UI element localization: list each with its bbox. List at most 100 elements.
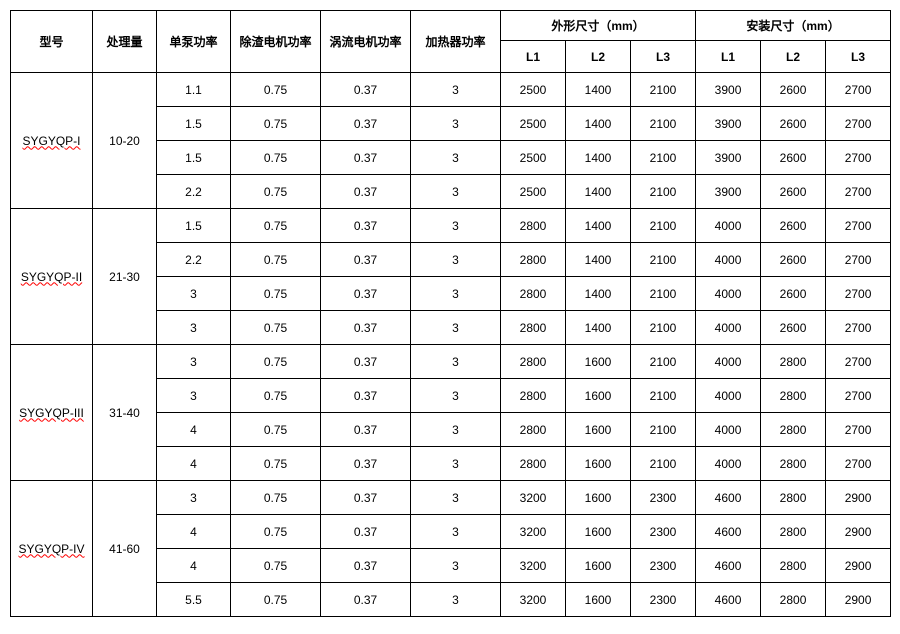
cell-outer-l1: 2500: [501, 73, 566, 107]
cell-outer-l1: 2800: [501, 379, 566, 413]
cell-slag: 0.75: [231, 107, 321, 141]
cell-pump: 1.5: [157, 107, 231, 141]
cell-heater: 3: [411, 141, 501, 175]
cell-pump: 2.2: [157, 175, 231, 209]
cell-heater: 3: [411, 209, 501, 243]
cell-outer-l3: 2100: [631, 311, 696, 345]
col-outer-l3: L3: [631, 41, 696, 73]
cell-slag: 0.75: [231, 413, 321, 447]
table-row: SYGYQP-IV41-6030.750.3733200160023004600…: [11, 481, 891, 515]
cell-install-l3: 2700: [826, 243, 891, 277]
cell-outer-l3: 2100: [631, 345, 696, 379]
cell-install-l2: 2600: [761, 311, 826, 345]
cell-install-l2: 2800: [761, 515, 826, 549]
cell-slag: 0.75: [231, 583, 321, 617]
cell-install-l3: 2900: [826, 583, 891, 617]
cell-pump: 1.5: [157, 209, 231, 243]
cell-capacity: 31-40: [93, 345, 157, 481]
cell-outer-l2: 1600: [566, 549, 631, 583]
cell-outer-l1: 2800: [501, 311, 566, 345]
cell-install-l2: 2800: [761, 379, 826, 413]
cell-install-l2: 2800: [761, 413, 826, 447]
cell-install-l2: 2600: [761, 73, 826, 107]
cell-install-l3: 2900: [826, 515, 891, 549]
table-body: SYGYQP-I10-201.10.750.373250014002100390…: [11, 73, 891, 617]
cell-pump: 1.5: [157, 141, 231, 175]
cell-pump: 2.2: [157, 243, 231, 277]
cell-install-l1: 4600: [696, 583, 761, 617]
cell-outer-l1: 2500: [501, 141, 566, 175]
cell-heater: 3: [411, 379, 501, 413]
cell-slag: 0.75: [231, 243, 321, 277]
cell-vortex: 0.37: [321, 73, 411, 107]
cell-install-l3: 2700: [826, 413, 891, 447]
cell-heater: 3: [411, 583, 501, 617]
cell-capacity: 41-60: [93, 481, 157, 617]
model-text: SYGYQP-II: [21, 270, 82, 284]
cell-install-l1: 4000: [696, 209, 761, 243]
cell-outer-l2: 1400: [566, 175, 631, 209]
cell-install-l3: 2700: [826, 175, 891, 209]
cell-install-l3: 2700: [826, 73, 891, 107]
cell-pump: 3: [157, 311, 231, 345]
cell-install-l2: 2600: [761, 175, 826, 209]
cell-model: SYGYQP-II: [11, 209, 93, 345]
cell-outer-l2: 1400: [566, 141, 631, 175]
cell-outer-l2: 1400: [566, 311, 631, 345]
cell-install-l1: 4000: [696, 413, 761, 447]
cell-vortex: 0.37: [321, 447, 411, 481]
col-install-l2: L2: [761, 41, 826, 73]
cell-heater: 3: [411, 311, 501, 345]
cell-install-l3: 2700: [826, 209, 891, 243]
col-outer: 外形尺寸（mm）: [501, 11, 696, 41]
cell-pump: 4: [157, 549, 231, 583]
cell-heater: 3: [411, 549, 501, 583]
cell-outer-l3: 2100: [631, 175, 696, 209]
cell-install-l1: 4000: [696, 379, 761, 413]
cell-install-l1: 4000: [696, 345, 761, 379]
cell-outer-l3: 2300: [631, 515, 696, 549]
cell-pump: 5.5: [157, 583, 231, 617]
table-row: SYGYQP-II21-301.50.750.37328001400210040…: [11, 209, 891, 243]
cell-outer-l1: 2500: [501, 107, 566, 141]
cell-install-l3: 2700: [826, 345, 891, 379]
cell-model: SYGYQP-I: [11, 73, 93, 209]
cell-install-l2: 2800: [761, 345, 826, 379]
cell-vortex: 0.37: [321, 243, 411, 277]
model-text: SYGYQP-IV: [18, 542, 84, 556]
cell-heater: 3: [411, 243, 501, 277]
cell-outer-l1: 2800: [501, 413, 566, 447]
cell-vortex: 0.37: [321, 311, 411, 345]
cell-install-l1: 3900: [696, 73, 761, 107]
spec-table: 型号 处理量 单泵功率 除渣电机功率 涡流电机功率 加热器功率 外形尺寸（mm）…: [10, 10, 891, 617]
cell-heater: 3: [411, 107, 501, 141]
col-slag: 除渣电机功率: [231, 11, 321, 73]
cell-heater: 3: [411, 515, 501, 549]
col-install: 安装尺寸（mm）: [696, 11, 891, 41]
cell-install-l1: 4600: [696, 549, 761, 583]
cell-outer-l1: 3200: [501, 549, 566, 583]
cell-pump: 4: [157, 413, 231, 447]
cell-outer-l3: 2100: [631, 243, 696, 277]
cell-vortex: 0.37: [321, 549, 411, 583]
cell-model: SYGYQP-III: [11, 345, 93, 481]
cell-pump: 4: [157, 447, 231, 481]
cell-slag: 0.75: [231, 277, 321, 311]
cell-heater: 3: [411, 73, 501, 107]
cell-install-l1: 3900: [696, 107, 761, 141]
cell-vortex: 0.37: [321, 107, 411, 141]
cell-outer-l1: 2800: [501, 447, 566, 481]
cell-vortex: 0.37: [321, 175, 411, 209]
cell-slag: 0.75: [231, 515, 321, 549]
cell-capacity: 21-30: [93, 209, 157, 345]
col-model: 型号: [11, 11, 93, 73]
cell-outer-l1: 2500: [501, 175, 566, 209]
cell-vortex: 0.37: [321, 515, 411, 549]
cell-install-l2: 2600: [761, 141, 826, 175]
cell-slag: 0.75: [231, 379, 321, 413]
cell-install-l1: 4600: [696, 481, 761, 515]
cell-slag: 0.75: [231, 141, 321, 175]
cell-pump: 3: [157, 277, 231, 311]
cell-outer-l3: 2100: [631, 447, 696, 481]
model-text: SYGYQP-III: [19, 406, 84, 420]
